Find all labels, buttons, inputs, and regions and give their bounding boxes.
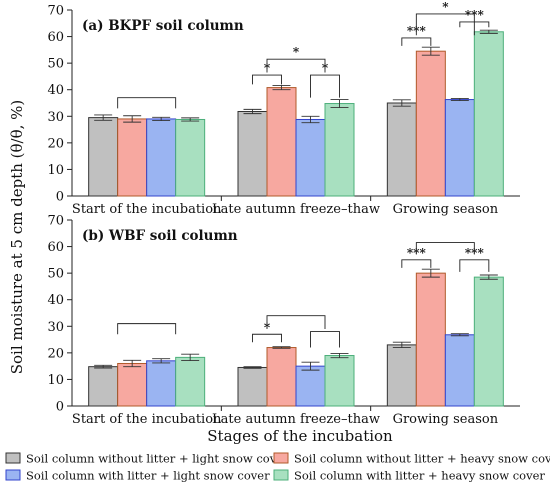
x-tick-label: Start of the incubation	[72, 202, 222, 217]
legend-swatch	[273, 452, 289, 464]
bar	[444, 99, 475, 197]
bar	[295, 365, 326, 407]
bar	[386, 344, 417, 407]
y-tick-label: 50	[47, 267, 64, 282]
bar	[175, 356, 206, 407]
legend-swatch	[5, 469, 21, 481]
y-tick-label: 20	[47, 136, 64, 151]
bar	[237, 111, 268, 197]
legend-label: Soil column without litter + light snow …	[26, 452, 289, 466]
bar	[415, 50, 446, 197]
y-tick-label: 30	[47, 320, 64, 335]
legend-swatch	[5, 452, 21, 464]
significance-bracket	[310, 74, 340, 98]
significance-bracket	[252, 333, 282, 343]
significance-bracket	[266, 58, 326, 73]
y-tick-label: 60	[47, 240, 64, 255]
legend: Soil column without litter + light snow …	[5, 452, 550, 482]
bar	[117, 362, 148, 407]
y-tick-label: 10	[47, 163, 64, 178]
bar	[237, 366, 268, 407]
x-tick-label: Late autumn freeze–thaw	[212, 412, 380, 427]
bar	[146, 360, 177, 407]
bar	[324, 103, 355, 197]
significance-label: *	[442, 0, 449, 14]
y-tick-label: 0	[56, 190, 64, 205]
chart-panel-b: 0 10 20 30 40 50 60 70 (b) WBF soil column Start …	[47, 214, 520, 427]
significance-bracket	[401, 259, 432, 268]
significance-bracket	[415, 242, 475, 255]
bar	[415, 272, 446, 407]
y-axis-label: Soil moisture at 5 cm depth (θ/θ, %)	[8, 100, 26, 375]
panel-title: (a) BKPF soil column	[82, 18, 244, 34]
y-tick-label: 0	[56, 400, 64, 415]
significance-bracket	[117, 323, 177, 335]
legend-swatch	[273, 469, 289, 481]
x-axis-label: Stages of the incubation	[207, 427, 393, 445]
bar	[175, 118, 206, 197]
bar	[88, 117, 119, 197]
bar	[386, 102, 417, 197]
significance-bracket	[459, 259, 490, 272]
bar	[473, 276, 504, 407]
significance-bracket	[266, 315, 326, 329]
bar	[88, 366, 119, 407]
y-tick-label: 10	[47, 373, 64, 388]
x-tick-label: Start of the incubation	[72, 412, 222, 427]
bar	[266, 347, 297, 407]
x-tick-label: Growing season	[393, 202, 499, 217]
significance-bracket	[401, 37, 432, 46]
significance-bracket	[117, 97, 177, 109]
y-tick-label: 40	[47, 83, 64, 98]
x-tick-label: Late autumn freeze–thaw	[212, 202, 380, 217]
y-tick-label: 50	[47, 57, 64, 72]
legend-label: Soil column with litter + heavy snow cov…	[294, 469, 545, 482]
significance-label: *	[293, 45, 300, 59]
legend-label: Soil column with litter + light snow cov…	[26, 469, 270, 482]
y-tick-label: 60	[47, 30, 64, 45]
chart-panel-a: 0 10 20 30 40 50 60 70 (a) BKPF soil column Start…	[47, 0, 520, 217]
significance-bracket	[415, 13, 475, 36]
bar	[295, 118, 326, 197]
significance-bracket	[310, 331, 340, 348]
bar	[146, 118, 177, 197]
legend-label: Soil column without litter + heavy snow …	[294, 452, 550, 466]
bar	[117, 118, 148, 197]
y-tick-label: 40	[47, 293, 64, 308]
y-tick-label: 30	[47, 110, 64, 125]
chart-panels: 0 10 20 30 40 50 60 70 (a) BKPF soil column Start…	[47, 0, 520, 427]
y-tick-label: 20	[47, 346, 64, 361]
bar	[324, 355, 355, 407]
x-tick-label: Growing season	[393, 412, 499, 427]
significance-bracket	[252, 74, 282, 85]
y-tick-label: 70	[47, 4, 64, 19]
y-tick-label: 70	[47, 214, 64, 229]
bar	[473, 31, 504, 197]
bar	[266, 87, 297, 197]
bar	[444, 334, 475, 407]
panel-title: (b) WBF soil column	[82, 228, 238, 244]
